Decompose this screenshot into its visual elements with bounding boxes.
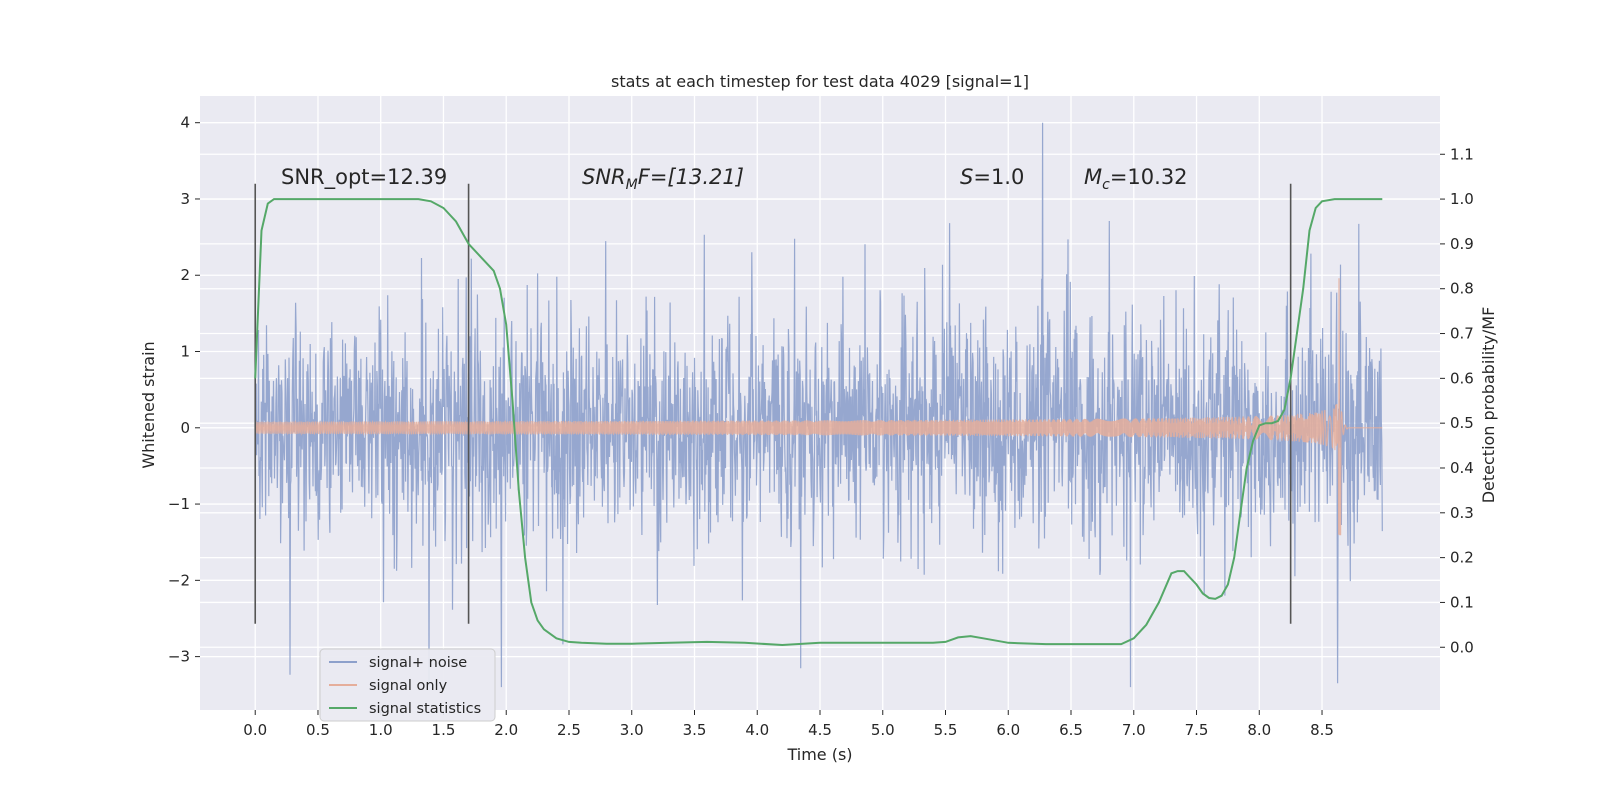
x-tick-label: 3.0 (620, 721, 644, 739)
annotation-s-rest: =1.0 (973, 165, 1024, 189)
x-tick-label: 8.0 (1247, 721, 1271, 739)
y-right-tick-label: 0.6 (1450, 369, 1474, 387)
x-tick-label: 0.5 (306, 721, 330, 739)
x-tick-label: 2.5 (557, 721, 581, 739)
y-right-tick-label: 0.5 (1450, 414, 1474, 432)
y-right-tick-label: 0.4 (1450, 459, 1474, 477)
annotation-s: S=1.0 (960, 165, 1024, 189)
y-right-tick-label: 1.1 (1450, 145, 1474, 163)
annotation-mc-main: M (1084, 165, 1102, 189)
annotation-snr-mf-main: SNR (582, 165, 626, 189)
annotation-mc-sub: c (1102, 177, 1110, 193)
vertical-markers (254, 183, 1292, 624)
y-tick-label: −3 (168, 648, 190, 666)
signal-only-layer (254, 278, 1383, 536)
y-right-tick-label: 0.9 (1450, 235, 1474, 253)
annotation-s-main: S (960, 165, 973, 189)
ticks: 0.0 0.5 1.0 1.5 2.0 2.5 3.0 3.5 4.0 4.5 5.0 5.5 6.0 6… (168, 114, 1474, 739)
y-tick-label: 2 (180, 266, 190, 284)
series-signal-noise (254, 122, 1383, 688)
y-tick-label: −2 (168, 571, 190, 589)
x-tick-label: 6.5 (1059, 721, 1083, 739)
y-tick-label: 4 (180, 114, 190, 132)
x-tick-label: 2.0 (494, 721, 518, 739)
annotation-mc: Mc=10.32 (1084, 165, 1188, 193)
signal-noise-layer (254, 122, 1383, 688)
x-tick-label: 0.0 (243, 721, 267, 739)
x-tick-label: 6.0 (996, 721, 1020, 739)
annotation-snr-mf-rest: F=[13.21] (638, 165, 744, 189)
y-right-tick-label: 0.8 (1450, 280, 1474, 298)
x-tick-label: 7.5 (1185, 721, 1209, 739)
y-axis-right-label: Detection probability/MF (1479, 307, 1498, 504)
signal-statistics-layer (254, 198, 1383, 647)
x-tick-label: 5.5 (934, 721, 958, 739)
x-tick-label: 4.0 (745, 721, 769, 739)
x-axis-label: Time (s) (786, 745, 852, 764)
y-tick-label: 3 (180, 190, 190, 208)
x-tick-label: 1.0 (369, 721, 393, 739)
annotation-snr-mf: SNRMF=[13.21] (582, 165, 744, 193)
x-tick-label: 8.5 (1310, 721, 1334, 739)
y-tick-label: 0 (180, 419, 190, 437)
x-tick-label: 7.0 (1122, 721, 1146, 739)
y-axis-label: Whitened strain (139, 341, 158, 468)
legend: signal+ noise signal only signal statist… (319, 648, 496, 722)
y-right-tick-label: 0.0 (1450, 638, 1474, 656)
annotation-snr-opt: SNR_opt=12.39 (281, 165, 447, 190)
legend-label-noise: signal+ noise (369, 655, 467, 671)
y-right-tick-label: 1.0 (1450, 190, 1474, 208)
series-signal-only (254, 278, 1383, 536)
x-tick-label: 5.0 (871, 721, 895, 739)
y-right-tick-label: 0.1 (1450, 593, 1474, 611)
y-tick-label: −1 (168, 495, 190, 513)
series-signal-statistics (254, 198, 1383, 647)
x-tick-label: 1.5 (432, 721, 456, 739)
chart-title: stats at each timestep for test data 402… (611, 72, 1029, 91)
legend-label-signal: signal only (369, 678, 448, 694)
y-right-tick-label: 0.3 (1450, 504, 1474, 522)
annotation-mc-rest: =10.32 (1110, 165, 1188, 189)
y-right-tick-label: 0.2 (1450, 549, 1474, 567)
x-tick-label: 4.5 (808, 721, 832, 739)
legend-label-stats: signal statistics (369, 701, 481, 717)
legend-box (319, 648, 496, 722)
annotation-snr-mf-sub: M (626, 177, 638, 193)
x-tick-label: 3.5 (683, 721, 707, 739)
y-right-tick-label: 0.7 (1450, 325, 1474, 343)
y-tick-label: 1 (180, 343, 190, 361)
